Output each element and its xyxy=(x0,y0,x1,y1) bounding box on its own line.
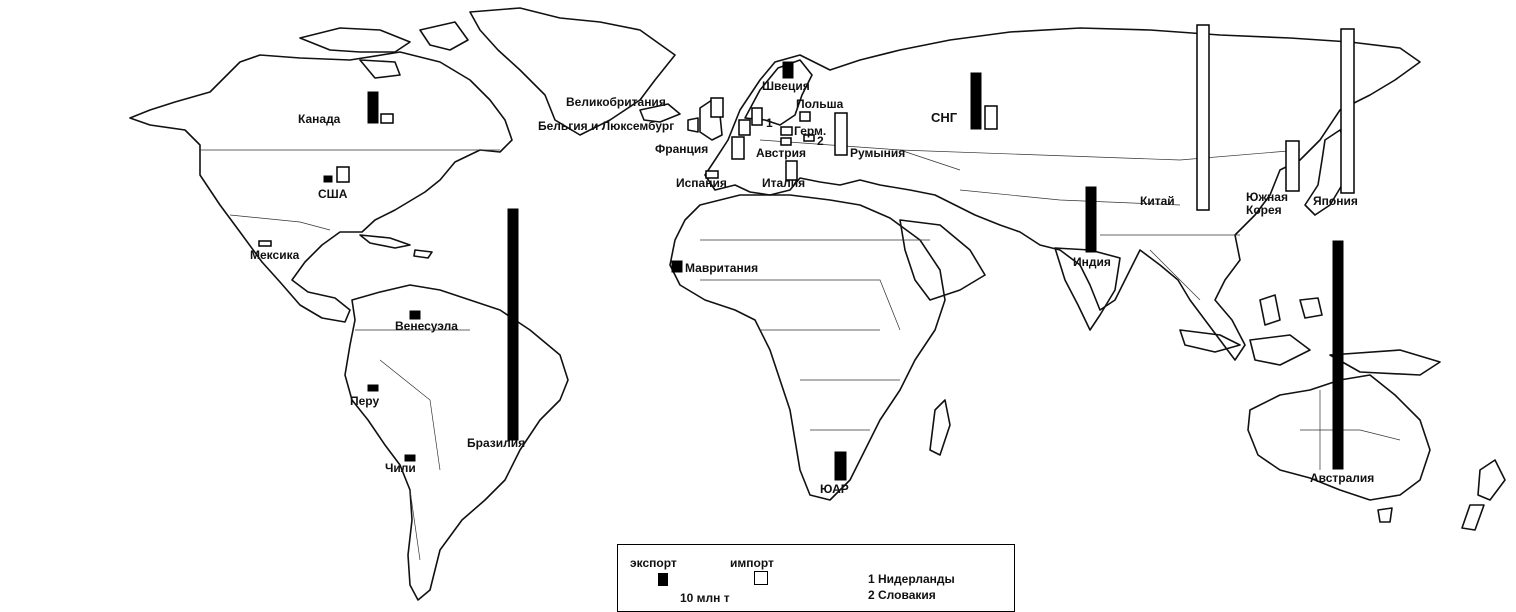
bar-import-belgium-lux xyxy=(738,119,751,136)
label-venezuela: Венесуэла xyxy=(395,319,458,333)
label-italy: Италия xyxy=(762,176,805,190)
south-america-coast xyxy=(344,284,569,601)
se-asia-islands xyxy=(1179,294,1441,376)
country-borders xyxy=(200,139,1401,561)
label-japan: Япония xyxy=(1313,194,1358,208)
bar-import-usa xyxy=(336,166,350,183)
trade-bars xyxy=(258,24,1355,481)
label-brazil: Бразилия xyxy=(467,436,525,450)
legend-note-netherlands: 1 Нидерланды xyxy=(868,572,955,586)
label-spain: Испания xyxy=(676,176,727,190)
caribbean-coast xyxy=(359,234,433,259)
label-south-africa: ЮАР xyxy=(820,482,849,496)
australia-coast xyxy=(1247,374,1431,501)
label-france: Франция xyxy=(655,142,708,156)
arabia-coast xyxy=(899,219,986,301)
bar-import-italy xyxy=(785,160,798,181)
label-marker-2: 2 xyxy=(817,134,824,148)
greenland-coast xyxy=(469,7,676,136)
bar-import-netherlands xyxy=(751,107,763,126)
legend-export-label: экспорт xyxy=(630,556,677,570)
label-uk: Великобритания xyxy=(566,95,666,109)
bar-import-romania xyxy=(834,112,848,156)
bar-export-mauritania xyxy=(671,260,683,273)
bar-import-china xyxy=(1196,24,1210,211)
label-cis: СНГ xyxy=(931,110,958,125)
label-chile: Чили xyxy=(385,461,416,475)
africa-coast xyxy=(669,194,946,501)
label-canada: Канада xyxy=(298,112,341,126)
label-usa: США xyxy=(318,187,348,201)
madagascar-coast xyxy=(929,399,951,456)
label-austria: Австрия xyxy=(756,146,806,160)
legend-note-slovakia: 2 Словакия xyxy=(868,588,936,602)
india-coast xyxy=(1054,247,1121,331)
bar-import-japan xyxy=(1340,28,1355,194)
bar-import-cis xyxy=(984,105,998,130)
bar-export-south-africa xyxy=(834,451,847,481)
label-belgium-lux: Бельгия и Люксембург xyxy=(538,119,674,133)
label-romania: Румыния xyxy=(850,146,905,160)
legend-export-swatch xyxy=(658,573,668,586)
label-poland: Польша xyxy=(796,97,844,111)
bar-import-france xyxy=(731,136,745,160)
north-america-coast xyxy=(129,51,513,323)
bar-import-slovakia xyxy=(803,134,815,142)
arctic-islands xyxy=(299,21,469,79)
map-legend: экспорт импорт 10 млн т 1 Нидерланды 2 С… xyxy=(617,544,1015,612)
label-mauritania: Мавритания xyxy=(685,261,758,275)
bar-export-chile xyxy=(404,454,416,462)
eurasia-coast xyxy=(704,27,1421,361)
bar-export-peru xyxy=(367,384,379,392)
legend-scale-label: 10 млн т xyxy=(680,591,730,605)
label-marker-1: 1 xyxy=(766,116,773,130)
bar-import-canada xyxy=(380,113,394,124)
bar-import-mexico xyxy=(258,240,272,247)
bar-export-india xyxy=(1085,186,1097,253)
label-india: Индия xyxy=(1073,255,1111,269)
label-sweden: Швеция xyxy=(762,79,810,93)
bar-import-germany xyxy=(780,126,793,136)
legend-import-label: импорт xyxy=(730,556,774,570)
new-zealand-coast xyxy=(1461,459,1506,531)
label-south-korea-1: Южная xyxy=(1246,190,1288,204)
label-peru: Перу xyxy=(350,394,379,408)
bar-export-cis xyxy=(970,72,982,130)
bar-import-poland xyxy=(799,111,811,122)
bar-export-australia xyxy=(1332,240,1344,470)
country-labels: Канада США Мексика Венесуэла Перу Чили Б… xyxy=(250,79,1374,496)
bar-import-austria xyxy=(780,137,792,146)
bar-import-uk xyxy=(710,97,724,118)
label-germany: Герм. xyxy=(794,124,826,138)
bar-import-spain xyxy=(705,170,719,179)
bar-import-south-korea xyxy=(1285,140,1300,192)
scandinavia-coast xyxy=(744,59,813,126)
legend-import-swatch xyxy=(754,571,768,585)
bar-export-venezuela xyxy=(409,310,421,320)
label-australia: Австралия xyxy=(1310,471,1374,485)
label-mexico: Мексика xyxy=(250,248,300,262)
bar-export-sweden xyxy=(782,61,794,79)
iceland-coast xyxy=(639,103,681,123)
bar-export-canada xyxy=(367,91,379,124)
bar-export-usa xyxy=(323,175,333,183)
tasmania-coast xyxy=(1377,507,1393,523)
label-china: Китай xyxy=(1140,194,1175,208)
bar-export-brazil xyxy=(507,208,519,441)
label-south-korea-2: Корея xyxy=(1246,203,1282,217)
